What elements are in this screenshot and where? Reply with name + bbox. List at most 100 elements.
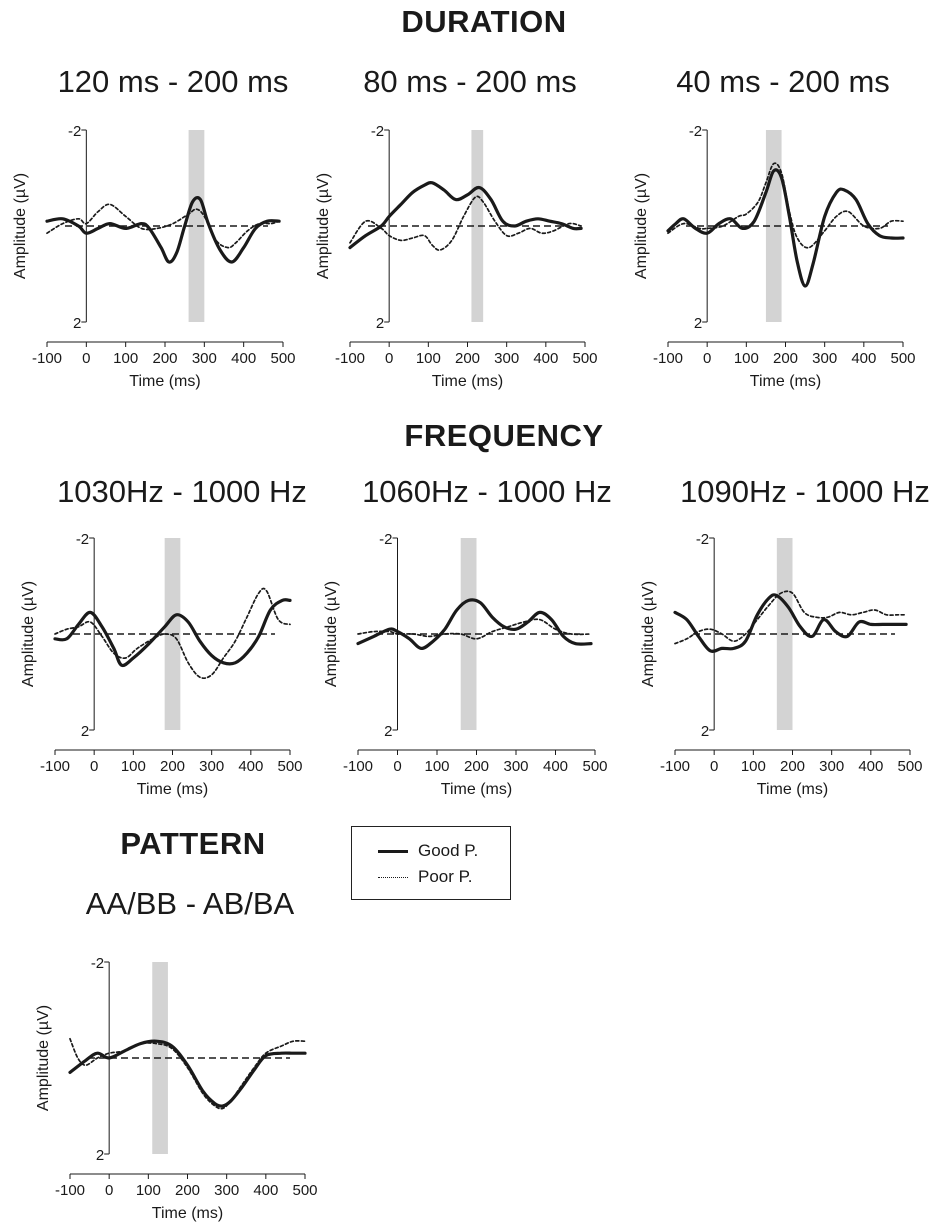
freq1060-ytick-label-0: -2 [379,531,392,548]
pattern-xtick-label-0: -100 [55,1182,85,1199]
dur80-series-poor-line [349,195,582,251]
freq1090-xtick-label-0: -100 [660,758,690,775]
pattern-xtick-label-2: 100 [136,1182,161,1199]
dur120-ytick-label-1: 2 [73,315,81,332]
freq1060-xtick-label-1: 0 [393,758,401,775]
legend-item-poor: Poor P. [378,867,473,887]
pattern-xtick-label-4: 300 [214,1182,239,1199]
dur40-xtick-label-1: 0 [703,350,711,367]
freq1030-xtick-label-3: 200 [160,758,185,775]
dur80-ytick-label-0: -2 [371,123,384,140]
freq1060-series-poor-line [357,618,592,640]
pattern-series-poor-line [69,1037,306,1110]
pattern-y-label: Amplitude (µV) [35,1005,52,1111]
dur40-ytick-label-1: 2 [694,315,702,332]
freq1060-xtick-label-5: 400 [543,758,568,775]
freq1030-xtick-label-6: 500 [277,758,302,775]
dur120-xtick-label-6: 500 [270,350,295,367]
panel-title-dur80: 80 ms - 200 ms [363,64,577,99]
pattern-xtick-label-6: 500 [292,1182,317,1199]
dur40-ytick-label-0: -2 [689,123,702,140]
legend-swatch-solid [378,849,408,853]
pattern-xtick-label-5: 400 [253,1182,278,1199]
pattern-ytick-label-1: 2 [96,1147,104,1164]
freq1090-ytick-label-1: 2 [701,723,709,740]
freq1060-x-label: Time (ms) [441,781,512,798]
legend-label-good: Good P. [418,841,479,860]
dur80-xtick-label-2: 100 [416,350,441,367]
freq1030-xtick-label-5: 400 [238,758,263,775]
dur80-xtick-label-5: 400 [533,350,558,367]
dur80-xtick-label-0: -100 [335,350,365,367]
dur40-y-label: Amplitude (µV) [633,173,650,279]
freq1030-ytick-label-1: 2 [81,723,89,740]
freq1090-xtick-label-5: 400 [858,758,883,775]
dur80-xtick-label-4: 300 [494,350,519,367]
freq1060-y-label: Amplitude (µV) [323,581,340,687]
dur120-xtick-label-3: 200 [152,350,177,367]
freq1090-ytick-label-0: -2 [696,531,709,548]
panel-title-freq1030: 1030Hz - 1000 Hz [57,474,307,509]
dur120-xtick-label-0: -100 [32,350,62,367]
dur80-window-band [471,130,484,322]
legend-item-good: Good P. [378,841,478,861]
dur40-x-label: Time (ms) [750,373,821,390]
dur120-xtick-label-5: 400 [231,350,256,367]
dur40-xtick-label-6: 500 [890,350,915,367]
dur40-xtick-label-5: 400 [851,350,876,367]
pattern-xtick-label-1: 0 [105,1182,113,1199]
dur80-series-good-line [348,181,583,250]
panel-title-dur120: 120 ms - 200 ms [57,64,289,99]
freq1090-x-label: Time (ms) [757,781,828,798]
dur120-y-label: Amplitude (µV) [12,173,29,279]
dur40-xtick-label-2: 100 [734,350,759,367]
dur40-xtick-label-3: 200 [773,350,798,367]
freq1090-xtick-label-2: 100 [741,758,766,775]
dur80-xtick-label-3: 200 [455,350,480,367]
freq1090-y-label: Amplitude (µV) [640,581,657,687]
panel-title-freq1090: 1090Hz - 1000 Hz [680,474,930,509]
legend-label-poor: Poor P. [418,867,473,886]
freq1060-xtick-label-2: 100 [424,758,449,775]
dur120-window-band [188,130,205,322]
freq1060-ytick-label-1: 2 [384,723,392,740]
dur80-xtick-label-1: 0 [385,350,393,367]
freq1030-ytick-label-0: -2 [76,531,89,548]
freq1060-xtick-label-4: 300 [503,758,528,775]
freq1060-series-good-line [356,598,593,650]
dur40-series-poor-line [667,162,904,249]
freq1030-xtick-label-4: 300 [199,758,224,775]
dur80-x-label: Time (ms) [432,373,503,390]
dur120-x-label: Time (ms) [129,373,200,390]
dur40-xtick-label-0: -100 [653,350,683,367]
freq1030-xtick-label-0: -100 [40,758,70,775]
freq1030-xtick-label-1: 0 [90,758,98,775]
dur80-xtick-label-6: 500 [572,350,597,367]
pattern-xtick-label-3: 200 [175,1182,200,1199]
dur80-y-label: Amplitude (µV) [315,173,332,279]
section-title-pattern: PATTERN [120,826,266,861]
freq1060-xtick-label-3: 200 [464,758,489,775]
dur120-xtick-label-2: 100 [113,350,138,367]
freq1060-xtick-label-0: -100 [343,758,373,775]
freq1090-series-poor-line [674,590,907,645]
section-title-duration: DURATION [401,4,567,39]
dur120-series-poor-line [46,203,280,249]
freq1090-xtick-label-1: 0 [710,758,718,775]
freq1030-series-poor-line [54,587,291,680]
dur40-xtick-label-4: 300 [812,350,837,367]
freq1030-xtick-label-2: 100 [121,758,146,775]
legend-box: Good P. Poor P. [351,826,511,900]
freq1090-xtick-label-4: 300 [819,758,844,775]
dur120-xtick-label-1: 0 [82,350,90,367]
dur120-xtick-label-4: 300 [192,350,217,367]
freq1030-y-label: Amplitude (µV) [20,581,37,687]
section-title-frequency: FREQUENCY [404,418,604,453]
freq1090-series-good-line [673,593,908,653]
legend-swatch-dotted [378,876,408,878]
freq1090-xtick-label-6: 500 [897,758,922,775]
pattern-ytick-label-0: -2 [91,955,104,972]
pattern-series-good-line [68,1039,307,1108]
freq1090-xtick-label-3: 200 [780,758,805,775]
